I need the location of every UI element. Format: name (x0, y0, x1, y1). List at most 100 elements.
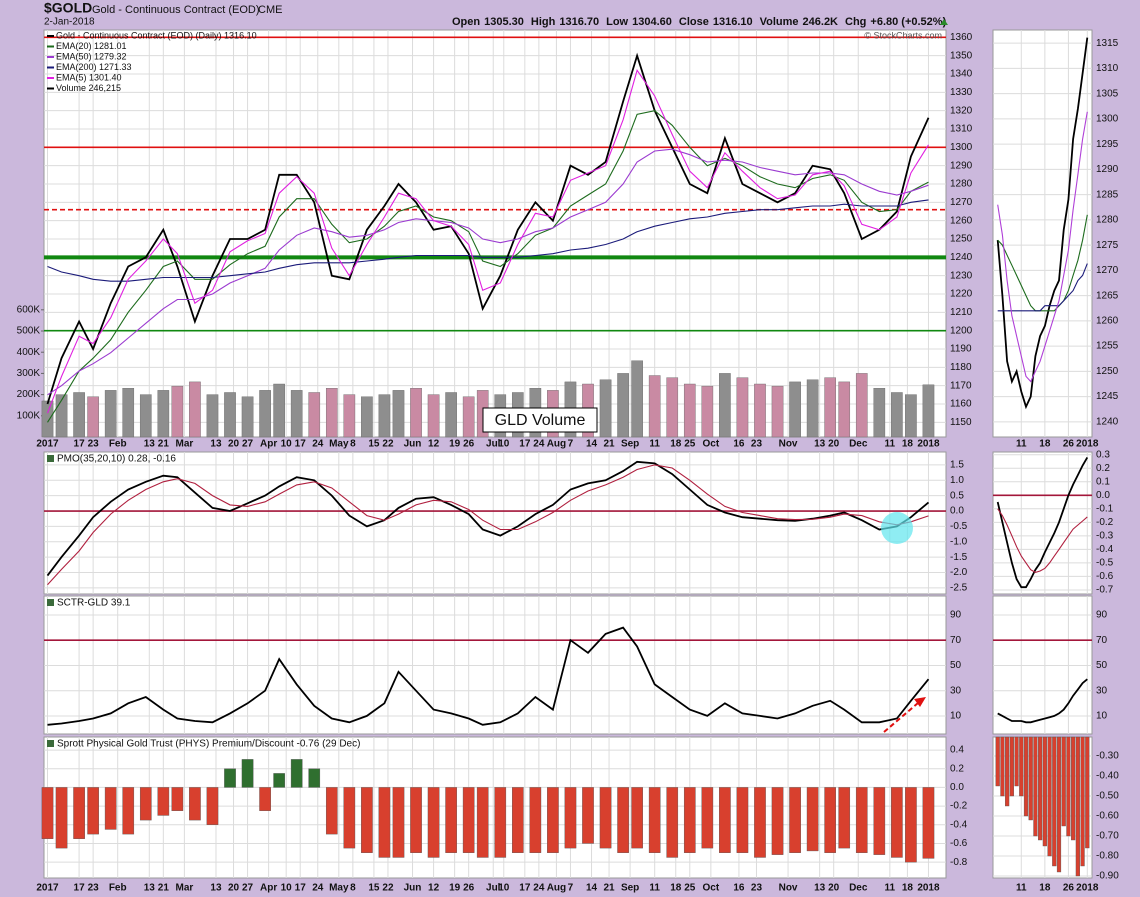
x-tick-label: 10 (498, 883, 510, 894)
x-tick-label: 25 (684, 439, 696, 450)
x-tick-label: 16 (733, 883, 745, 894)
x-tick-label: 24 (312, 883, 324, 894)
volume-bar (206, 394, 219, 438)
bar (1000, 736, 1005, 797)
x-tick-label: May (329, 883, 349, 894)
y-tick-label: 1280 (950, 179, 973, 190)
bar (511, 787, 524, 853)
quote-value: 246.2K (803, 16, 839, 28)
y-tick-label: -0.80 (1096, 851, 1119, 862)
y-tick-label: 1285 (1096, 189, 1119, 200)
y-tick-label: 90 (1096, 610, 1108, 621)
volume-bar (838, 381, 851, 438)
y-tick-label: -0.30 (1096, 751, 1119, 762)
y-tick-label: 1270 (950, 197, 973, 208)
y-tick-label: 30 (1096, 685, 1108, 696)
y-tick-label: 0.0 (1096, 490, 1110, 501)
bar (754, 787, 766, 858)
y-tick-label: 1270 (1096, 265, 1119, 276)
x-tick-label: 17 (519, 439, 531, 450)
series-line (996, 37, 1089, 410)
volume-bar (683, 383, 696, 438)
bar (1038, 736, 1043, 841)
volume-bar (343, 394, 356, 438)
y-tick-label: 1340 (950, 69, 973, 80)
y-tick-label: 1350 (950, 50, 973, 61)
volume-bar (719, 373, 731, 438)
x-tick-label: 13 (210, 439, 222, 450)
y2-tick-label: 500K (17, 326, 41, 337)
bar (995, 736, 1000, 787)
volume-bar (873, 388, 886, 438)
bar (1085, 736, 1090, 849)
bar (824, 787, 836, 853)
y-tick-label: -0.2 (950, 801, 968, 812)
bar (599, 787, 612, 849)
bar (171, 787, 184, 811)
series-line (47, 110, 929, 423)
x-tick-label: 17 (295, 439, 307, 450)
y-tick-label: 1260 (950, 215, 973, 226)
quote-value: 1305.30 (484, 16, 524, 28)
x-tick-label: 13 (144, 439, 156, 450)
volume-bar (392, 390, 405, 438)
volume-bar (701, 385, 714, 438)
x-tick-label: 17 (74, 439, 86, 450)
x-tick-label: 23 (751, 883, 763, 894)
y-tick-label: -0.60 (1096, 811, 1119, 822)
x-tick-label: 27 (242, 439, 254, 450)
x-tick-label: Aug (547, 439, 566, 450)
y2-tick-label: 400K (17, 347, 41, 358)
x-tick-label: 11 (885, 883, 896, 894)
x-tick-label: 20 (828, 439, 840, 450)
bar (806, 787, 819, 852)
volume-bar (189, 381, 201, 438)
panel (992, 595, 1093, 735)
y-tick-label: -0.70 (1096, 831, 1119, 842)
series-line (996, 456, 1089, 589)
panel-background (992, 736, 1093, 879)
quote-label: High (531, 16, 556, 28)
quote-label: Low (606, 16, 628, 28)
x-tick-label: Jun (404, 439, 422, 450)
x-tick-label: Feb (109, 439, 127, 450)
bar (529, 787, 542, 853)
up-arrow-icon (940, 19, 948, 25)
bar (789, 787, 801, 853)
volume-bar (139, 394, 152, 438)
y-tick-label: -0.5 (950, 521, 968, 532)
quote-value: 1316.70 (559, 16, 599, 28)
bar (139, 787, 152, 821)
x-tick-label: 18 (670, 883, 682, 894)
x-tick-label: 16 (733, 439, 745, 450)
series-line (997, 678, 1088, 724)
x-tick-label: 25 (684, 883, 696, 894)
volume-bar (41, 400, 54, 438)
volume-bar (325, 388, 338, 438)
y-tick-label: 1315 (1096, 38, 1119, 49)
volume-bar (308, 392, 321, 438)
x-tick-label: 2017 (36, 883, 59, 894)
x-tick-label: 26 (1063, 883, 1075, 894)
y-tick-label: 1305 (1096, 88, 1119, 99)
bar (719, 787, 731, 853)
bar (494, 787, 507, 858)
x-tick-label: 7 (568, 883, 574, 894)
bar (1047, 736, 1052, 857)
y-tick-label: 0.2 (1096, 463, 1110, 474)
y-tick-label: 0.5 (950, 490, 964, 501)
x-tick-label: Sep (621, 883, 639, 894)
bar (476, 787, 489, 858)
bar (771, 787, 784, 855)
x-tick-label: 13 (814, 439, 826, 450)
volume-bar (259, 390, 271, 438)
y-tick-label: 1300 (1096, 114, 1119, 125)
y-tick-label: 1310 (950, 124, 973, 135)
x-tick-label: Sep (621, 439, 639, 450)
y-tick-label: 1250 (1096, 366, 1119, 377)
x-tick-label: 2018 (1076, 439, 1099, 450)
bar (547, 787, 559, 853)
bar (922, 787, 935, 859)
volume-bar (427, 394, 440, 438)
x-tick-label: 8 (350, 439, 356, 450)
